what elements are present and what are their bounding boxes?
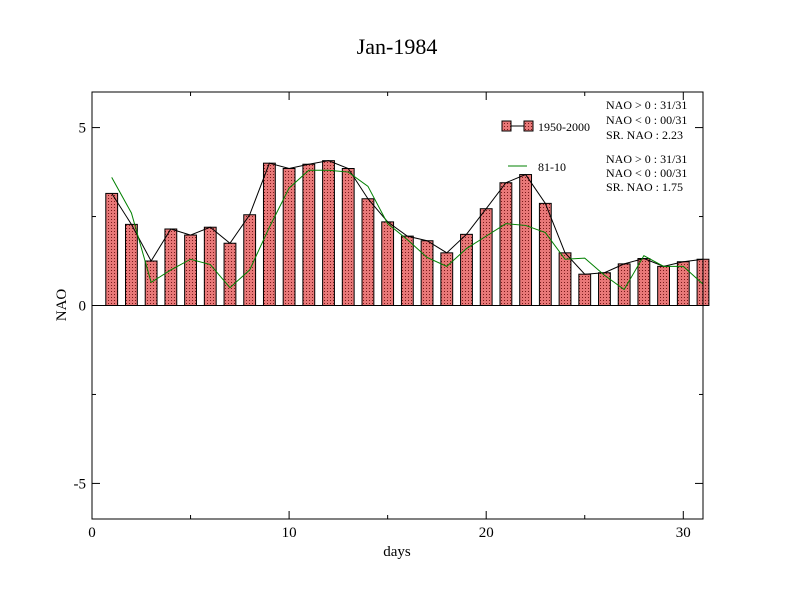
bar-day-2 (125, 223, 138, 306)
bar-day-9 (262, 162, 276, 306)
x-axis-label: days (383, 544, 411, 560)
y-tick-label-5: 5 (79, 121, 87, 137)
stats-1950-2000-1: NAO < 0 : 00/31 (606, 113, 687, 127)
series-81-10-line (111, 169, 704, 291)
bar-day-24 (558, 252, 572, 307)
bar-day-12 (322, 160, 335, 306)
x-tick-label-0: 0 (88, 525, 96, 541)
bar-day-23 (538, 202, 552, 307)
x-tick-label-10: 10 (282, 525, 297, 541)
x-tick-label-20: 20 (479, 525, 494, 541)
axes: 0 10 20 30 5 0 -5 (74, 92, 703, 541)
bar-day-28 (637, 258, 651, 306)
bar-day-18 (440, 252, 454, 307)
bar-day-1 (105, 192, 119, 307)
bar-day-13 (341, 168, 355, 306)
y-axis-label: NAO (54, 289, 70, 322)
bar-day-17 (420, 240, 434, 306)
bar-day-5 (184, 234, 197, 306)
stats-1950-2000-2: SR. NAO : 2.23 (606, 128, 683, 142)
bar-day-11 (302, 163, 316, 306)
stats-81-10-2: SR. NAO : 1.75 (606, 180, 683, 194)
bar-day-29 (657, 265, 670, 307)
chart-title: Jan-1984 (357, 34, 438, 59)
bar-day-21 (499, 182, 513, 306)
bar-day-6 (203, 226, 217, 306)
stats-81-10-0: NAO > 0 : 31/31 (606, 152, 687, 166)
bar-day-30 (676, 261, 690, 307)
bar-top-line (111, 160, 704, 275)
x-tick-label-30: 30 (676, 525, 691, 541)
bar-day-15 (381, 221, 395, 306)
legend-1950-2000-label: 1950-2000 (538, 120, 590, 134)
bar-day-14 (361, 198, 375, 306)
y-tick-label--5: -5 (74, 476, 87, 492)
bar-day-20 (479, 208, 493, 306)
legend-1950-2000-marker-right (523, 120, 534, 132)
y-tick-label-0: 0 (79, 299, 87, 315)
bar-day-25 (578, 273, 592, 307)
legend-81-10-label: 81-10 (538, 160, 566, 174)
bar-day-7 (223, 242, 237, 307)
bar-day-27 (617, 263, 631, 306)
stats-81-10-1: NAO < 0 : 00/31 (606, 166, 687, 180)
bar-day-16 (400, 235, 414, 306)
plot-area (92, 160, 710, 307)
bar-day-22 (519, 174, 533, 306)
stats-1950-2000-0: NAO > 0 : 31/31 (606, 98, 687, 112)
legend-1950-2000-marker-left (501, 120, 512, 132)
bar-day-19 (460, 233, 473, 306)
